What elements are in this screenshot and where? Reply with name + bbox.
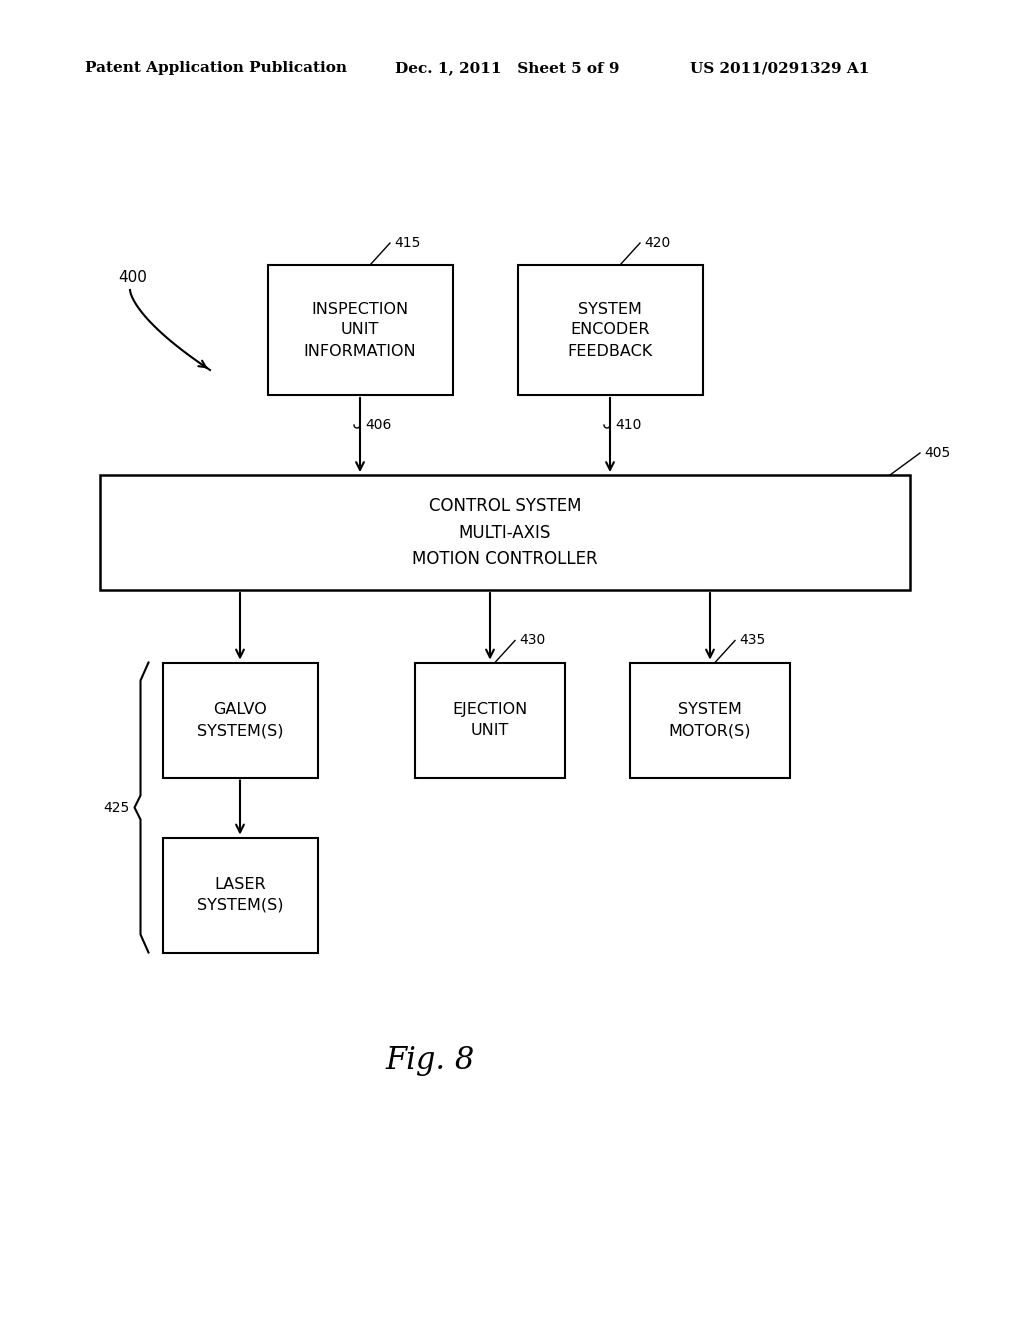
Text: US 2011/0291329 A1: US 2011/0291329 A1	[690, 61, 869, 75]
Text: Dec. 1, 2011   Sheet 5 of 9: Dec. 1, 2011 Sheet 5 of 9	[395, 61, 620, 75]
Text: INSPECTION
UNIT
INFORMATION: INSPECTION UNIT INFORMATION	[304, 301, 417, 359]
Text: SYSTEM
MOTOR(S): SYSTEM MOTOR(S)	[669, 702, 752, 738]
Bar	[163, 663, 317, 777]
Text: Patent Application Publication: Patent Application Publication	[85, 61, 347, 75]
Text: CONTROL SYSTEM
MULTI-AXIS
MOTION CONTROLLER: CONTROL SYSTEM MULTI-AXIS MOTION CONTROL…	[413, 498, 598, 568]
Text: 410: 410	[615, 418, 641, 432]
Bar	[517, 265, 702, 395]
Text: GALVO
SYSTEM(S): GALVO SYSTEM(S)	[197, 702, 284, 738]
Text: 400: 400	[118, 271, 146, 285]
Bar	[630, 663, 790, 777]
Text: 425: 425	[103, 800, 129, 814]
Text: Fig. 8: Fig. 8	[385, 1044, 475, 1076]
Text: 405: 405	[924, 446, 950, 459]
Text: 415: 415	[394, 236, 421, 249]
Bar	[267, 265, 453, 395]
Text: EJECTION
UNIT: EJECTION UNIT	[453, 702, 527, 738]
Text: SYSTEM
ENCODER
FEEDBACK: SYSTEM ENCODER FEEDBACK	[567, 301, 652, 359]
Text: LASER
SYSTEM(S): LASER SYSTEM(S)	[197, 876, 284, 913]
Bar	[163, 837, 317, 953]
Text: 406: 406	[365, 418, 391, 432]
Text: 430: 430	[519, 634, 545, 648]
Text: 420: 420	[644, 236, 671, 249]
Bar	[100, 475, 910, 590]
Text: 435: 435	[739, 634, 765, 648]
Bar	[415, 663, 565, 777]
